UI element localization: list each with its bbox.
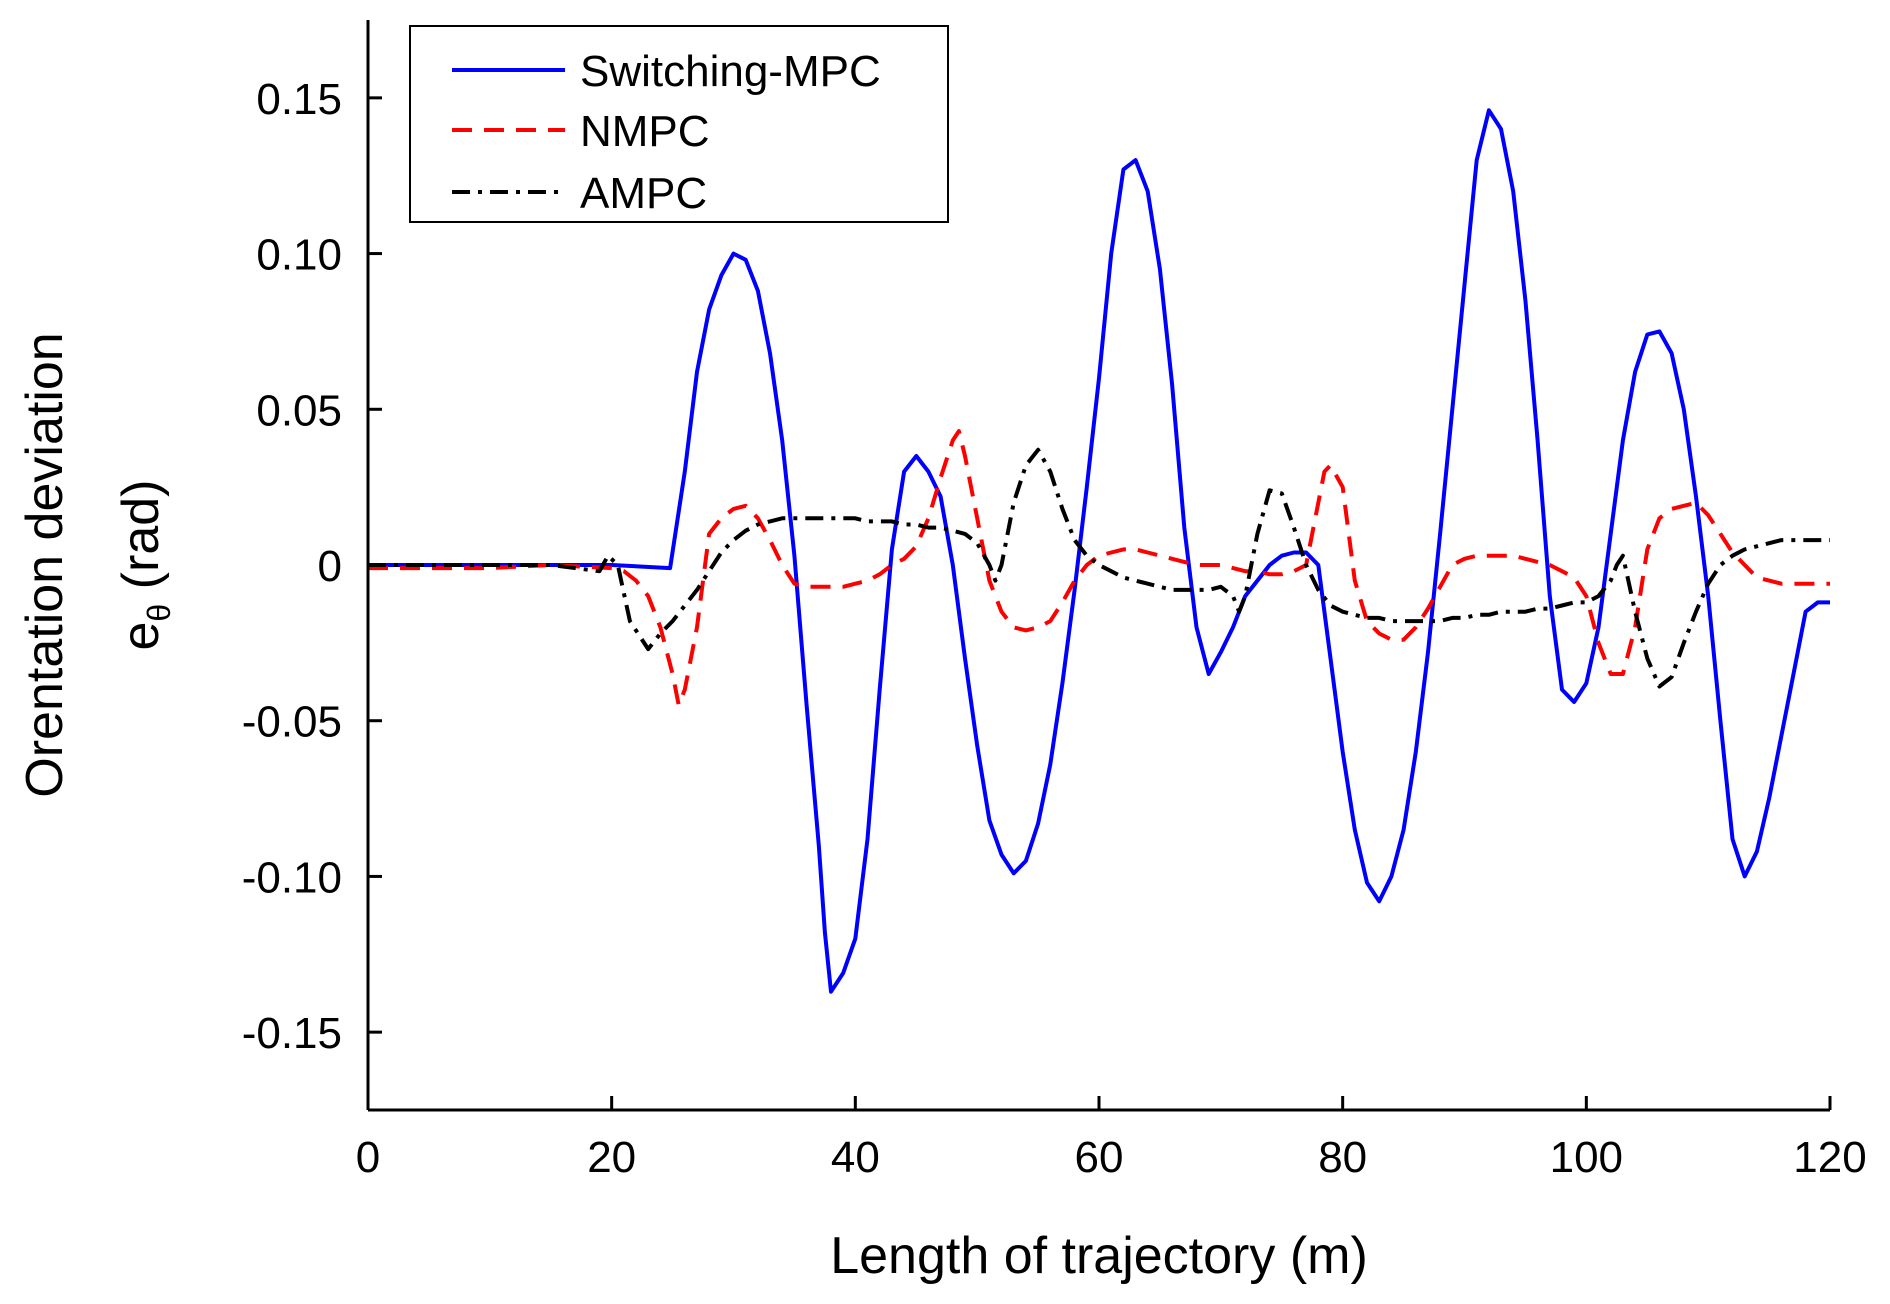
- x-tick-label: 100: [1550, 1133, 1623, 1182]
- x-tick-label: 120: [1793, 1133, 1866, 1182]
- y-axis-title: Orentation deviation: [16, 332, 74, 797]
- series-layer: [368, 108, 1830, 994]
- legend-box: [409, 25, 949, 223]
- y-axis-title-2: eθ (rad): [112, 480, 177, 651]
- legend-label-switching-mpc: Switching-MPC: [580, 47, 881, 96]
- y-axis-unit: (rad): [112, 480, 170, 604]
- y-tick-label: 0.05: [256, 386, 342, 435]
- legend-label-nmpc: NMPC: [580, 107, 710, 156]
- x-tick-label: 20: [587, 1133, 636, 1182]
- y-tick-label: -0.10: [242, 853, 342, 902]
- x-tick-label: 0: [356, 1133, 380, 1182]
- series-line-ampc: [368, 447, 1830, 689]
- y-axis-symbol: e: [112, 622, 170, 651]
- y-tick-label: 0.15: [256, 75, 342, 124]
- y-axis-title-line1: Orentation deviation: [16, 332, 74, 797]
- x-axis-title: Length of trajectory (m): [830, 1227, 1368, 1285]
- x-tick-label: 40: [831, 1133, 880, 1182]
- x-tick-label: 80: [1318, 1133, 1367, 1182]
- ticks-layer: 0 20 40 60 80 100 120 0.15 0.10 0.05 0 -0.05 -0.10 -0…: [242, 75, 1867, 1182]
- legend-label-ampc: AMPC: [580, 169, 707, 218]
- y-axis-title-line2: eθ (rad): [112, 480, 177, 651]
- y-tick-label: 0: [318, 542, 342, 591]
- y-tick-label: -0.15: [242, 1009, 342, 1058]
- series-line-nmpc: [368, 429, 1830, 708]
- series-line-switching-mpc: [368, 108, 1830, 994]
- y-tick-label: 0.10: [256, 231, 342, 280]
- y-axis-symbol-subscript: θ: [141, 604, 177, 622]
- legend: Switching-MPC NMPC AMPC: [409, 25, 949, 223]
- y-tick-label: -0.05: [242, 698, 342, 747]
- x-tick-label: 60: [1075, 1133, 1124, 1182]
